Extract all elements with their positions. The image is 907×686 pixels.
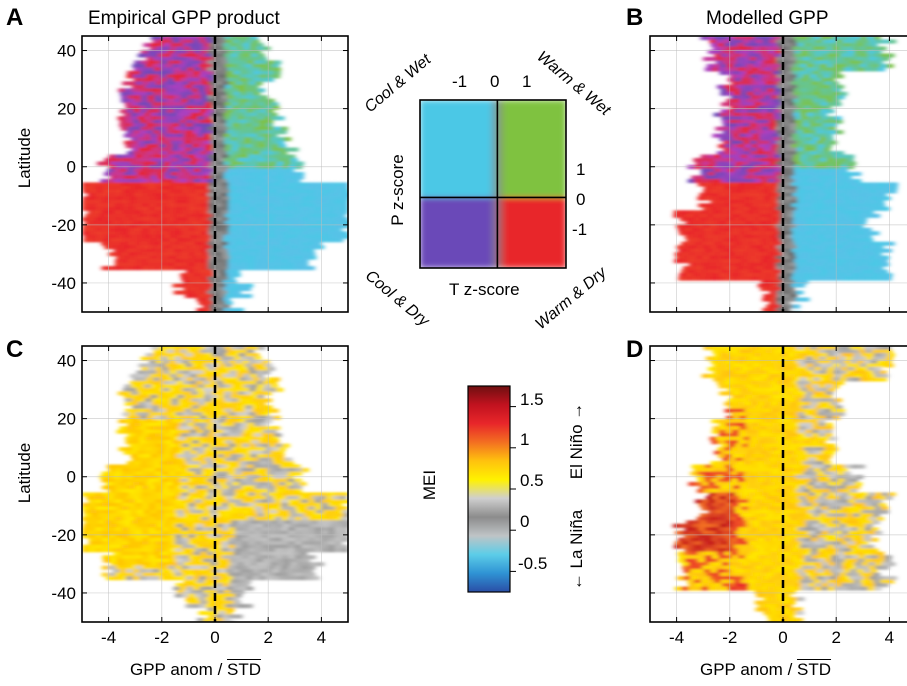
mei-tick-0-5: 0.5: [520, 471, 544, 490]
climate-legend-fill: [420, 100, 566, 268]
panel-letter-d: D: [626, 336, 644, 363]
xlabel-c: GPP anom / STD: [130, 660, 261, 680]
mei-tick-1-5: 1.5: [520, 390, 544, 409]
legend-quadrant-cool-wet: [420, 100, 498, 198]
legend-quadrant-warm-wet: [497, 100, 566, 198]
legend-x-label: T z-score: [449, 280, 520, 299]
xtick-label: -2: [154, 628, 169, 647]
mei-el-nino: El Niño →: [567, 402, 586, 480]
xlabel-c-overline: STD: [227, 660, 262, 679]
xtick-label: -2: [722, 628, 737, 647]
heatmap-cells-b: [673, 36, 899, 312]
mei-la-nina: ← La Niña: [567, 509, 586, 591]
legend-ytick-neg1: -1: [572, 220, 588, 239]
panel-a: 40 20 0 -20 -40: [51, 35, 349, 313]
panel-d: -4 -2 0 2 4: [649, 345, 907, 647]
ytick-label: 40: [57, 42, 76, 61]
ytick-label: -40: [51, 274, 76, 293]
mei-tick-neg0-5: -0.5: [518, 554, 548, 573]
mei-tick-0: 0: [520, 512, 530, 531]
panel-b: [649, 35, 907, 313]
xtick-label: 0: [778, 628, 787, 647]
xlabel-d: GPP anom / STD: [700, 660, 831, 680]
xtick-label: -4: [101, 628, 116, 647]
ylabel-c: Latitude: [15, 442, 34, 504]
legend-xtick-0: 0: [490, 72, 500, 91]
legend-xtick-neg1: -1: [452, 72, 468, 91]
panel-title-a: Empirical GPP product: [88, 8, 280, 29]
xlabel-d-overline: STD: [797, 660, 832, 679]
mei-colorbar-fill: [468, 386, 510, 592]
panel-title-b: Modelled GPP: [706, 8, 829, 29]
legend-ytick-0: 0: [576, 190, 586, 209]
legend-frame: [419, 99, 567, 269]
xtick-label: 2: [263, 628, 272, 647]
ytick-label: -40: [51, 584, 76, 603]
xlabel-c-text: GPP anom /: [130, 660, 228, 679]
xtick-label: -4: [669, 628, 684, 647]
xtick-label: 0: [210, 628, 219, 647]
ytick-label: 0: [67, 158, 76, 177]
ytick-label: -20: [51, 216, 76, 235]
legend-ytick-1: 1: [576, 160, 586, 179]
legend-quadrant-warm-dry: [497, 197, 566, 268]
xlabel-d-text: GPP anom /: [700, 660, 798, 679]
heatmap-cells-d: [672, 346, 897, 622]
ytick-label: 40: [57, 352, 76, 371]
xtick-label: 4: [317, 628, 326, 647]
legend-xtick-1: 1: [522, 72, 532, 91]
ytick-label: 20: [57, 100, 76, 119]
ytick-label: 0: [67, 468, 76, 487]
xtick-label: 2: [831, 628, 840, 647]
heatmap-cells-c: [82, 346, 348, 622]
xtick-label: 4: [885, 628, 894, 647]
ytick-label: -20: [51, 526, 76, 545]
panel-letter-c: C: [6, 336, 24, 363]
heatmap-cells-a: [82, 36, 348, 312]
ylabel-a: Latitude: [15, 127, 34, 189]
climate-legend: [419, 99, 567, 269]
panel-letter-b: B: [626, 4, 644, 31]
panel-letter-a: A: [6, 4, 24, 31]
ytick-label: 20: [57, 410, 76, 429]
legend-quadrant-cool-dry: [420, 197, 498, 268]
mei-tick-1: 1: [520, 430, 530, 449]
legend-y-label: P z-score: [388, 154, 407, 226]
mei-colorbar: [467, 385, 516, 593]
mei-label: MEI: [420, 469, 439, 501]
